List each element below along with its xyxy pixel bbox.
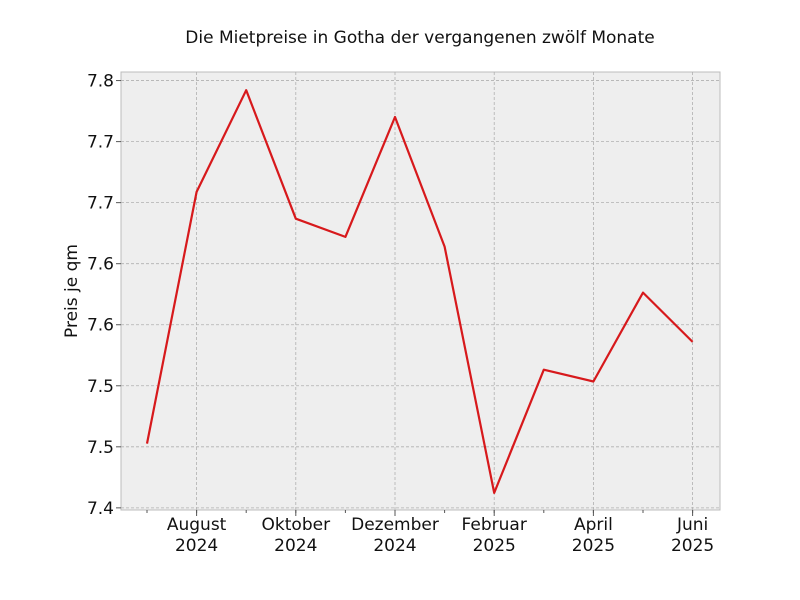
x-tick-label-month: Juni <box>676 515 708 535</box>
x-tick-label-month: April <box>574 515 613 535</box>
x-tick-label-year: 2024 <box>175 536 218 556</box>
series-line <box>145 89 694 494</box>
y-tick-label: 7.5 <box>87 377 114 397</box>
x-tick-label-month: Dezember <box>351 515 439 535</box>
series-group <box>145 89 694 494</box>
plot-area <box>120 71 721 511</box>
y-tick-label: 7.6 <box>87 255 114 275</box>
x-tick-label-month: Oktober <box>262 515 331 535</box>
y-axis: 7.4 7.5 7.5 7.6 7.6 7.7 7.7 7.8 <box>87 72 121 519</box>
x-tick-label-year: 2025 <box>671 536 714 556</box>
x-axis: August2024Oktober2024Dezember2024Februar… <box>167 510 714 556</box>
x-tick-label-year: 2025 <box>473 536 516 556</box>
y-axis-label: Preis je qm <box>62 244 82 338</box>
y-tick-label: 7.8 <box>87 72 114 92</box>
chart-title: Die Mietpreise in Gotha der vergangenen … <box>185 28 654 48</box>
x-tick-label-year: 2025 <box>572 536 615 556</box>
x-tick-label-month: August <box>167 515 227 535</box>
y-tick-label: 7.7 <box>87 194 114 214</box>
x-grid <box>196 72 693 510</box>
y-tick-label: 7.6 <box>87 316 114 336</box>
y-tick-label: 7.5 <box>87 438 114 458</box>
x-tick-label-month: Februar <box>462 515 527 535</box>
x-tick-label-year: 2024 <box>274 536 317 556</box>
y-tick-label: 7.4 <box>87 499 114 519</box>
x-tick-label-year: 2024 <box>373 536 416 556</box>
y-tick-label: 7.7 <box>87 133 114 153</box>
